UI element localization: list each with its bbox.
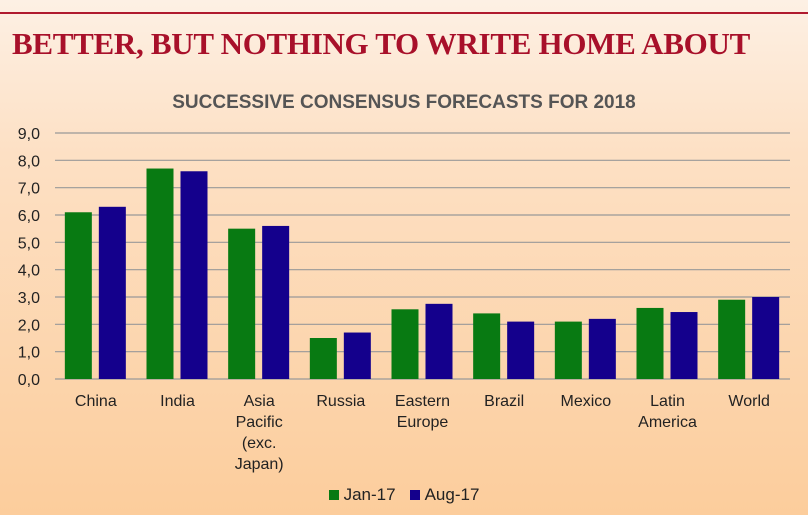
y-tick-label: 3,0 xyxy=(18,290,40,307)
bar-aug-17 xyxy=(262,225,290,379)
x-tick-label: Pacific xyxy=(236,414,283,431)
bar-jan-17 xyxy=(228,228,256,379)
y-tick-label: 5,0 xyxy=(18,235,40,252)
bar-jan-17 xyxy=(718,299,746,379)
legend: Jan-17 Aug-17 xyxy=(0,485,808,505)
y-tick-label: 6,0 xyxy=(18,208,40,225)
bar-jan-17 xyxy=(636,307,664,379)
x-tick-label: India xyxy=(160,393,195,410)
legend-swatch-aug17 xyxy=(409,490,420,500)
bar-aug-17 xyxy=(98,206,126,379)
chart-title: SUCCESSIVE CONSENSUS FORECASTS FOR 2018 xyxy=(172,92,636,113)
bar-aug-17 xyxy=(588,318,616,379)
bar-jan-17 xyxy=(391,309,419,379)
bar-aug-17 xyxy=(180,171,208,379)
bar-aug-17 xyxy=(670,312,698,379)
x-tick-label: China xyxy=(75,393,117,410)
x-tick-label: World xyxy=(728,393,770,410)
x-tick-label: Europe xyxy=(397,414,449,431)
y-tick-label: 7,0 xyxy=(18,181,40,198)
y-tick-label: 1,0 xyxy=(18,345,40,362)
y-tick-label: 0,0 xyxy=(18,372,40,389)
bar-aug-17 xyxy=(752,297,780,379)
x-tick-label: Mexico xyxy=(560,393,611,410)
bar-jan-17 xyxy=(473,313,501,379)
legend-label-aug17: Aug-17 xyxy=(424,485,480,504)
y-tick-label: 9,0 xyxy=(18,126,40,143)
x-tick-label: Brazil xyxy=(484,393,524,410)
bar-aug-17 xyxy=(507,321,535,379)
top-rule xyxy=(0,12,808,14)
y-tick-label: 8,0 xyxy=(18,153,40,170)
bar-aug-17 xyxy=(425,303,453,379)
x-tick-label: Asia xyxy=(244,393,275,410)
x-tick-label: Eastern xyxy=(395,393,450,410)
legend-item-jan17: Jan-17 xyxy=(328,485,396,505)
x-tick-label: Russia xyxy=(316,393,365,410)
bar-aug-17 xyxy=(343,332,371,379)
bar-jan-17 xyxy=(554,321,582,379)
x-tick-label: Latin xyxy=(650,393,685,410)
legend-item-aug17: Aug-17 xyxy=(409,485,480,505)
x-tick-label: (exc. xyxy=(242,435,277,452)
legend-label-jan17: Jan-17 xyxy=(343,485,396,504)
bar-jan-17 xyxy=(64,212,92,379)
headline: BETTER, BUT NOTHING TO WRITE HOME ABOUT xyxy=(12,26,750,61)
x-tick-label: America xyxy=(638,414,697,431)
bar-jan-17 xyxy=(309,338,337,379)
legend-swatch-jan17 xyxy=(328,490,339,500)
bar-jan-17 xyxy=(146,168,174,379)
y-tick-label: 2,0 xyxy=(18,317,40,334)
x-tick-label: Japan) xyxy=(235,456,284,473)
y-tick-label: 4,0 xyxy=(18,263,40,280)
